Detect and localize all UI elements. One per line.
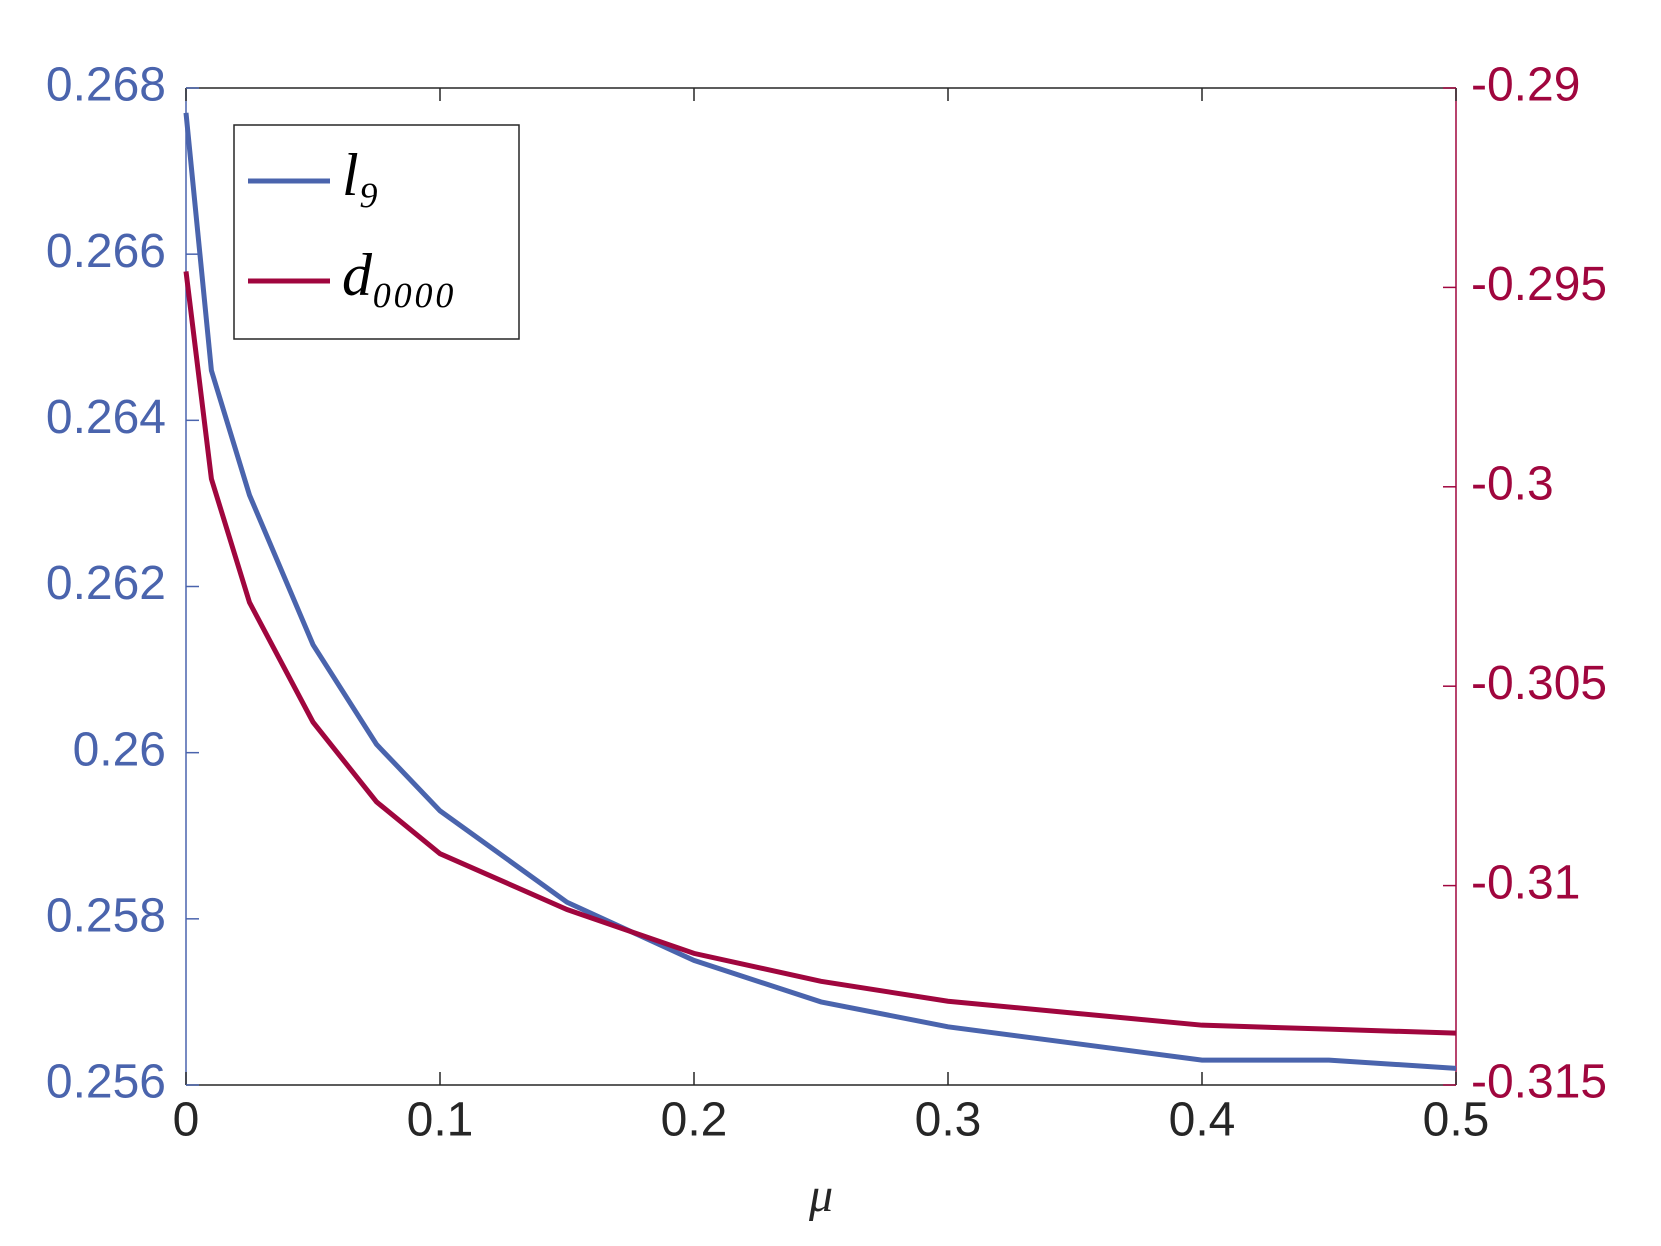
y2-tick-label: -0.29	[1471, 59, 1580, 112]
line-series	[183, 271, 1457, 1036]
y-tick-label: 0.258	[46, 890, 166, 943]
legend-box	[233, 124, 520, 340]
y-tick-label: 0.262	[46, 557, 166, 610]
x-tick-label: 0.5	[1423, 1094, 1490, 1147]
legend-label: d₀₀₀₀	[342, 242, 455, 308]
y-tick-label: 0.26	[73, 723, 166, 776]
x-tick-label: 0.3	[915, 1094, 982, 1147]
legend-label: l₉	[342, 142, 380, 208]
y2-tick-label: -0.295	[1471, 258, 1607, 311]
y-tick-label: 0.264	[46, 391, 166, 444]
y2-tick-label: -0.3	[1471, 457, 1554, 510]
x-axis-label: μ	[808, 1169, 833, 1222]
y2-tick-label: -0.315	[1471, 1056, 1607, 1109]
x-tick-label: 0.1	[407, 1094, 474, 1147]
x-tick-label: 0	[173, 1094, 200, 1147]
y2-tick-label: -0.31	[1471, 856, 1580, 909]
x-tick-label: 0.2	[661, 1094, 728, 1147]
y-tick-label: 0.268	[46, 59, 166, 112]
y2-tick-label: -0.305	[1471, 657, 1607, 710]
x-tick-label: 0.4	[1169, 1094, 1236, 1147]
y-tick-label: 0.256	[46, 1056, 166, 1109]
y-tick-label: 0.266	[46, 225, 166, 278]
